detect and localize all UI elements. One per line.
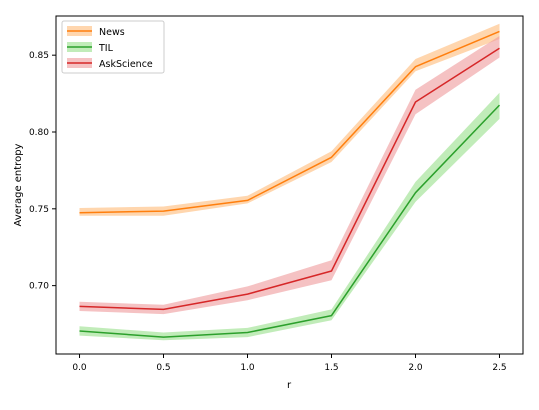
x-tick-label: 2.0 <box>408 363 423 373</box>
y-tick-label: 0.85 <box>29 51 49 61</box>
x-tick-label: 0.5 <box>156 363 170 373</box>
x-axis-label: r <box>287 380 292 391</box>
legend-label-askscience: AskScience <box>99 59 153 70</box>
x-tick-label: 1.5 <box>324 363 338 373</box>
x-tick-label: 2.5 <box>492 363 506 373</box>
y-tick-label: 0.80 <box>29 128 49 138</box>
x-axis-ticks: 0.0 0.5 1.0 1.5 2.0 2.5 <box>72 354 506 373</box>
legend-label-til: TIL <box>98 43 114 54</box>
x-tick-label: 1.0 <box>240 363 255 373</box>
line-til <box>80 105 500 337</box>
y-axis-label: Average entropy <box>13 143 24 226</box>
legend: News TIL AskScience <box>62 21 164 73</box>
y-tick-label: 0.70 <box>29 282 49 292</box>
band-til <box>80 93 500 340</box>
legend-label-news: News <box>99 27 125 38</box>
y-axis-ticks: 0.70 0.75 0.80 0.85 <box>29 51 56 291</box>
x-tick-label: 0.0 <box>72 363 87 373</box>
y-tick-label: 0.75 <box>29 205 49 215</box>
